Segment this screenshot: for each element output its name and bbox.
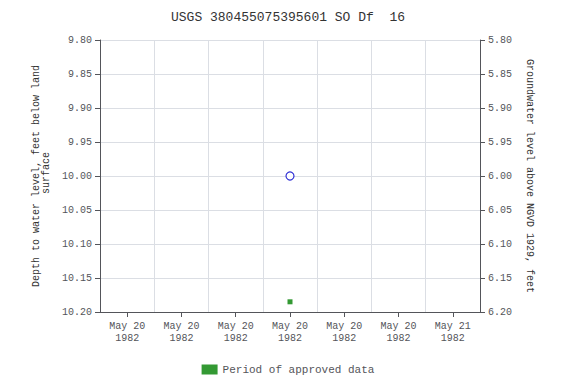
svg-text:1982: 1982: [224, 333, 248, 344]
svg-text:May 20: May 20: [163, 321, 199, 332]
svg-text:6.15: 6.15: [488, 273, 512, 284]
svg-text:May 20: May 20: [381, 321, 417, 332]
svg-text:surface: surface: [41, 152, 52, 200]
svg-text:1982: 1982: [278, 333, 302, 344]
svg-text:May 20: May 20: [272, 321, 308, 332]
svg-text:May 20: May 20: [218, 321, 254, 332]
svg-text:Period of approved data: Period of approved data: [223, 364, 375, 376]
svg-text:5.95: 5.95: [488, 137, 512, 148]
svg-text:1982: 1982: [441, 333, 465, 344]
svg-text:5.80: 5.80: [488, 35, 512, 46]
svg-text:6.10: 6.10: [488, 239, 512, 250]
svg-text:10.00: 10.00: [62, 171, 92, 182]
svg-text:9.90: 9.90: [68, 103, 92, 114]
svg-text:9.80: 9.80: [68, 35, 92, 46]
svg-text:6.00: 6.00: [488, 171, 512, 182]
svg-text:5.90: 5.90: [488, 103, 512, 114]
svg-text:9.95: 9.95: [68, 137, 92, 148]
svg-text:1982: 1982: [115, 333, 139, 344]
svg-text:1982: 1982: [387, 333, 411, 344]
svg-text:May 20: May 20: [326, 321, 362, 332]
svg-text:Groundwater level above NGVD 1: Groundwater level above NGVD 1929, feet: [524, 59, 535, 293]
svg-text:6.05: 6.05: [488, 205, 512, 216]
svg-text:10.20: 10.20: [62, 307, 92, 318]
svg-text:1982: 1982: [169, 333, 193, 344]
svg-text:USGS 380455075395601 SO Df 16: USGS 380455075395601 SO Df 16: [171, 10, 405, 25]
svg-text:10.15: 10.15: [62, 273, 92, 284]
svg-text:10.10: 10.10: [62, 239, 92, 250]
svg-text:6.20: 6.20: [488, 307, 512, 318]
svg-text:May 21: May 21: [435, 321, 471, 332]
svg-text:1982: 1982: [332, 333, 356, 344]
svg-text:May 20: May 20: [109, 321, 145, 332]
svg-text:10.05: 10.05: [62, 205, 92, 216]
svg-text:5.85: 5.85: [488, 69, 512, 80]
svg-text:9.85: 9.85: [68, 69, 92, 80]
svg-text:Depth to water level, feet bel: Depth to water level, feet below land: [30, 65, 42, 287]
